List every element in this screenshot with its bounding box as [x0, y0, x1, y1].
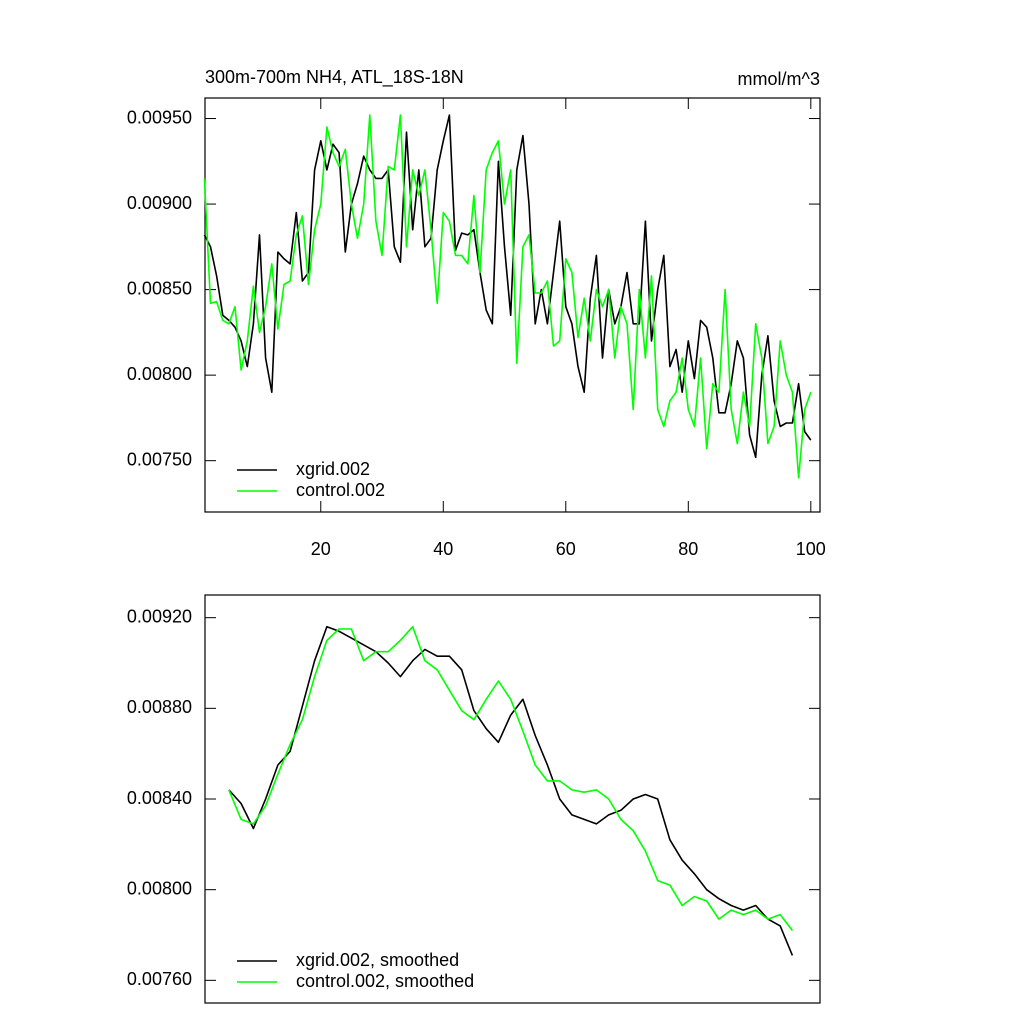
x-tick-label: 40 [433, 539, 453, 559]
y-tick-label: 0.00800 [127, 364, 192, 384]
x-tick-label: 100 [796, 539, 826, 559]
units-label: mmol/m^3 [738, 69, 820, 89]
legend-label: xgrid.002 [296, 459, 370, 479]
series-line [228, 625, 794, 931]
y-tick-label: 0.00920 [127, 606, 192, 626]
legend-label: control.002 [296, 480, 385, 500]
x-tick-label: 80 [678, 539, 698, 559]
y-tick-label: 0.00760 [127, 969, 192, 989]
x-tick-label: 20 [311, 539, 331, 559]
y-tick-label: 0.00850 [127, 278, 192, 298]
plot-frame [204, 594, 821, 1004]
y-tick-label: 0.00840 [127, 788, 192, 808]
y-tick-label: 0.00900 [127, 193, 192, 213]
series-line [203, 114, 812, 459]
plot-frame [204, 97, 821, 513]
y-tick-label: 0.00950 [127, 107, 192, 127]
legend-label: control.002, smoothed [296, 971, 474, 991]
y-tick-label: 0.00750 [127, 449, 192, 469]
y-tick-label: 0.00800 [127, 878, 192, 898]
series-line [203, 114, 812, 479]
legend-label: xgrid.002, smoothed [296, 950, 459, 970]
series-line [228, 625, 794, 956]
x-tick-label: 60 [556, 539, 576, 559]
y-tick-label: 0.00880 [127, 697, 192, 717]
chart-title: 300m-700m NH4, ATL_18S-18N [205, 67, 464, 88]
